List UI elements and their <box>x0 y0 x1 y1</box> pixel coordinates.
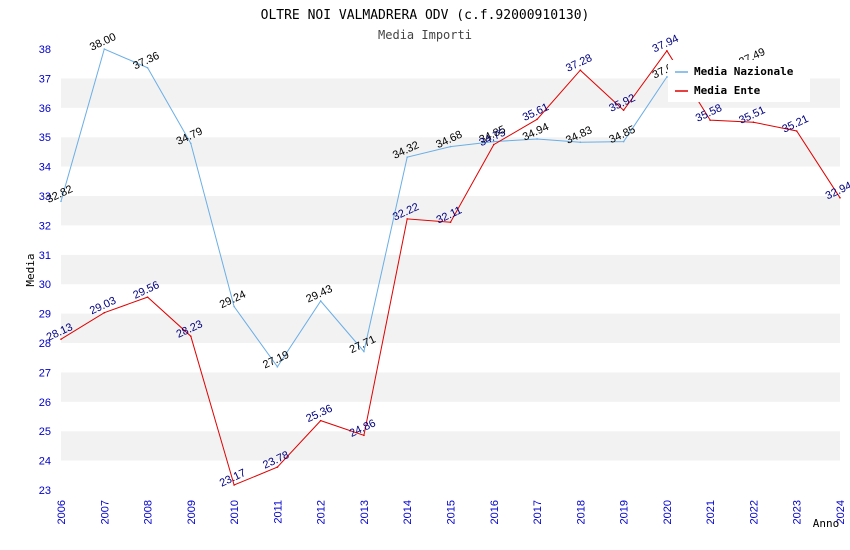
y-axis-label: Media <box>24 253 37 286</box>
y-tick-label: 26 <box>39 397 51 409</box>
y-tick-label: 29 <box>39 309 51 321</box>
data-point <box>190 335 192 338</box>
y-tick-label: 27 <box>39 367 51 379</box>
data-point <box>190 142 192 145</box>
y-tick-label: 24 <box>39 456 51 468</box>
data-point <box>406 218 409 220</box>
data-point <box>795 130 798 132</box>
series-lines <box>60 48 841 486</box>
y-axis-ticks: 23 24 25 26 27 28 29 30 31 32 33 34 35 36 37 38 <box>39 44 51 497</box>
x-axis-label: Anno <box>813 517 840 530</box>
y-tick-label: 35 <box>39 132 51 144</box>
data-point <box>363 434 365 437</box>
data-point <box>622 140 625 143</box>
legend-label-media-nazionale: Media Nazionale <box>694 65 794 78</box>
data-point <box>579 69 582 71</box>
data-point <box>319 419 322 422</box>
data-point <box>363 350 365 353</box>
y-tick-label: 32 <box>39 220 51 232</box>
data-point <box>839 196 841 199</box>
data-point <box>579 141 582 143</box>
data-point <box>146 296 149 298</box>
data-point <box>276 366 279 368</box>
grid-band <box>61 401 840 432</box>
legend: Media Nazionale Media Ente <box>668 60 810 102</box>
data-point <box>60 200 62 203</box>
grid-band <box>61 284 840 314</box>
data-point <box>449 145 452 148</box>
grid-band <box>61 166 840 196</box>
grid-band <box>61 225 840 255</box>
grid-band <box>61 343 840 373</box>
data-point <box>103 48 106 50</box>
data-point <box>709 119 711 121</box>
x-tick-label: 2016 <box>489 500 501 524</box>
x-tick-label: 2015 <box>446 500 458 524</box>
grid-band <box>61 460 840 490</box>
grid-band <box>61 196 840 226</box>
grid-band <box>61 431 840 461</box>
x-tick-label: 2012 <box>316 500 328 524</box>
y-tick-label: 31 <box>39 250 51 262</box>
data-point <box>666 76 668 78</box>
legend-box <box>668 60 810 102</box>
data-point <box>146 67 149 69</box>
data-point <box>666 49 668 52</box>
data-point <box>622 109 625 111</box>
grid-bands <box>61 49 840 490</box>
data-point <box>233 484 235 486</box>
x-tick-label: 2006 <box>56 500 68 524</box>
y-tick-label: 33 <box>39 191 51 203</box>
data-point <box>233 305 235 308</box>
x-tick-label: 2010 <box>229 500 241 524</box>
data-point <box>276 466 279 468</box>
grid-band <box>61 107 840 138</box>
data-point <box>536 118 538 121</box>
data-point <box>449 221 452 223</box>
grid-band <box>61 372 840 402</box>
data-point <box>492 143 495 146</box>
data-point <box>319 300 322 302</box>
x-tick-label: 2020 <box>662 500 674 524</box>
grid-band <box>61 137 840 167</box>
data-point <box>406 156 409 158</box>
data-point <box>536 138 538 140</box>
x-tick-label: 2014 <box>402 500 414 524</box>
y-tick-label: 38 <box>39 44 51 56</box>
x-tick-label: 2008 <box>143 500 155 524</box>
legend-label-media-ente: Media Ente <box>694 84 761 97</box>
data-point <box>60 338 62 340</box>
chart-subtitle: Media Importi <box>378 28 472 42</box>
data-point <box>752 121 755 124</box>
y-tick-label: 36 <box>39 103 51 115</box>
y-tick-label: 28 <box>39 338 51 350</box>
x-tick-label: 2022 <box>748 500 760 524</box>
x-tick-label: 2021 <box>705 500 717 524</box>
chart-title: OLTRE NOI VALMADRERA ODV (c.f.9200091013… <box>261 8 590 23</box>
x-tick-label: 2009 <box>186 500 198 524</box>
x-tick-label: 2011 <box>272 500 284 524</box>
y-tick-label: 30 <box>39 279 51 291</box>
x-tick-label: 2019 <box>619 500 631 524</box>
data-point <box>492 140 495 143</box>
x-tick-label: 2018 <box>575 500 587 524</box>
y-tick-label: 34 <box>39 162 51 174</box>
y-tick-label: 23 <box>39 485 51 497</box>
x-axis-ticks: 2006 2007 2008 2009 2010 2011 2012 2013 2014 2015… <box>56 500 847 524</box>
x-tick-label: 2013 <box>359 500 371 524</box>
x-tick-label: 2023 <box>792 500 804 524</box>
grid-band <box>61 254 840 285</box>
x-tick-label: 2024 <box>835 500 847 524</box>
x-tick-label: 2007 <box>99 500 111 524</box>
y-tick-label: 25 <box>39 426 51 438</box>
data-point <box>103 311 106 314</box>
y-tick-label: 37 <box>39 73 51 85</box>
x-tick-label: 2017 <box>532 500 544 524</box>
